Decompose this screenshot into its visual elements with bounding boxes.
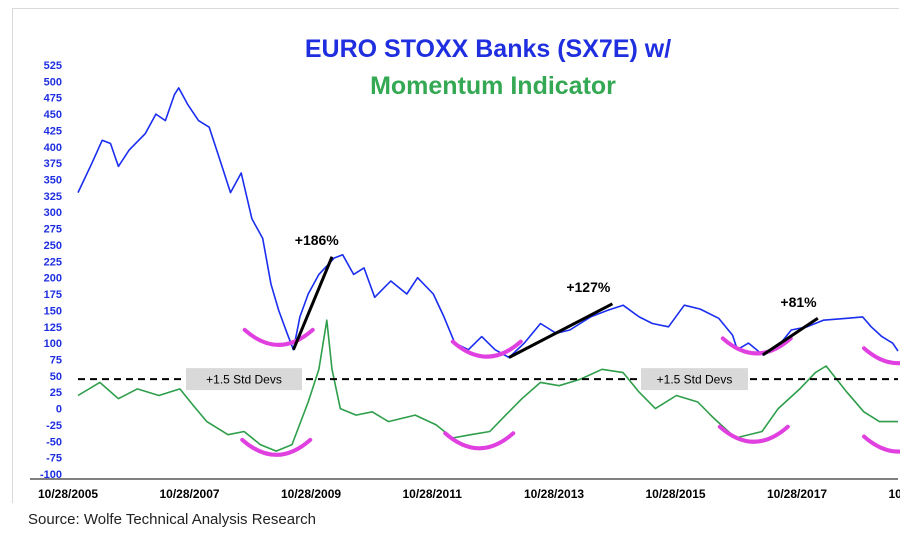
y-tick-label: 450	[44, 109, 62, 121]
y-tick-label: 125	[44, 322, 62, 334]
y-tick-label: -100	[40, 469, 62, 481]
y-tick-label: 100	[44, 338, 62, 350]
chart-title: EURO STOXX Banks (SX7E) w/	[305, 35, 671, 63]
gain-trendline	[292, 256, 334, 351]
y-tick-label: -75	[46, 453, 62, 465]
bottom-arc-highlight	[720, 336, 793, 356]
y-tick-label: 375	[44, 158, 62, 170]
y-tick-label: 25	[50, 387, 62, 399]
bottom-arc-highlight	[717, 424, 790, 444]
bottom-arc-highlight	[450, 339, 523, 359]
bottom-arc-highlight	[443, 431, 516, 451]
series-layer	[77, 87, 899, 452]
y-tick-label: 275	[44, 224, 62, 236]
price-series-line	[77, 87, 899, 359]
y-axis: 5255004754504254003753503253002752502252…	[40, 60, 62, 481]
y-tick-label: 525	[44, 60, 62, 72]
threshold-label-box	[186, 368, 302, 391]
x-tick-label: 10/28/2005	[38, 487, 98, 501]
y-tick-label: 0	[56, 404, 62, 416]
source-note: Source: Wolfe Technical Analysis Researc…	[28, 511, 316, 528]
y-tick-label: 325	[44, 191, 62, 203]
y-tick-label: 200	[44, 273, 62, 285]
x-tick-label: 10/28/2011	[403, 487, 463, 501]
x-tick-label: 10/28/2015	[646, 487, 706, 501]
x-tick-label: 10/28/2007	[160, 487, 220, 501]
x-tick-label: 10/	[889, 487, 900, 501]
y-tick-label: 350	[44, 175, 62, 187]
gain-label: +81%	[780, 294, 817, 310]
x-tick-label: 10/28/2017	[767, 487, 827, 501]
y-tick-label: 175	[44, 289, 62, 301]
bottom-arc-highlight	[862, 434, 900, 454]
y-tick-label: 475	[44, 93, 62, 105]
x-tick-label: 10/28/2013	[524, 487, 584, 501]
threshold-label: +1.5 Std Devs	[657, 373, 733, 387]
y-tick-label: 425	[44, 125, 62, 137]
y-tick-label: 225	[44, 256, 62, 268]
bottom-arc-highlight	[240, 437, 313, 457]
gain-label: +127%	[566, 279, 611, 295]
bottom-arc-highlight	[242, 327, 315, 347]
threshold-label-box	[641, 368, 748, 391]
chart-frame	[12, 8, 899, 503]
momentum-chart: EURO STOXX Banks (SX7E) w/ Momentum Indi…	[30, 35, 900, 501]
y-tick-label: 250	[44, 240, 62, 252]
y-tick-label: -50	[46, 436, 62, 448]
x-axis: 10/28/2005 10/28/2007 10/28/2009 10/28/2011…	[30, 478, 900, 501]
gain-trendline	[762, 317, 819, 357]
y-tick-label: 50	[50, 371, 62, 383]
x-tick-label: 10/28/2009	[281, 487, 341, 501]
bottom-arc-highlight	[862, 346, 900, 366]
gain-label: +186%	[295, 232, 340, 248]
y-tick-label: 500	[44, 76, 62, 88]
threshold-layer: +1.5 Std Devs +1.5 Std Devs	[78, 368, 898, 391]
annotation-layer: +186% +127% +81%	[240, 232, 900, 457]
y-tick-label: 75	[50, 354, 62, 366]
gain-trendline	[508, 302, 614, 359]
chart-subtitle: Momentum Indicator	[370, 72, 616, 100]
y-tick-label: -25	[46, 420, 62, 432]
y-tick-label: 150	[44, 305, 62, 317]
threshold-label: +1.5 Std Devs	[206, 373, 282, 387]
y-tick-label: 400	[44, 142, 62, 154]
momentum-series-line	[77, 319, 898, 452]
y-tick-label: 300	[44, 207, 62, 219]
